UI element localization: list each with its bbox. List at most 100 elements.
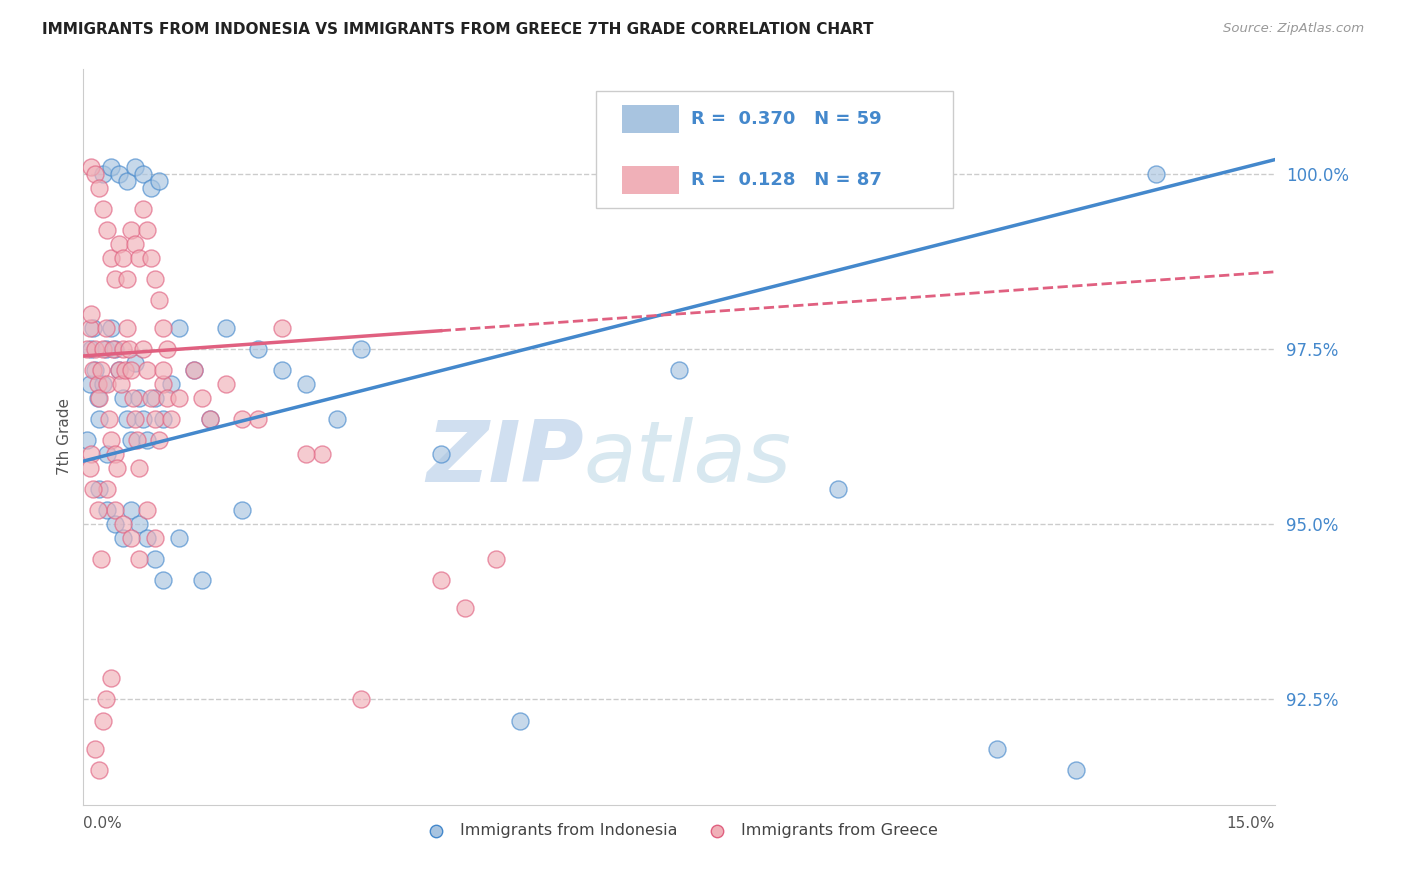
Point bbox=[509, 714, 531, 728]
Point bbox=[96, 503, 118, 517]
Point bbox=[128, 552, 150, 566]
Point bbox=[80, 447, 103, 461]
Legend: Immigrants from Indonesia, Immigrants from Greece: Immigrants from Indonesia, Immigrants fr… bbox=[413, 817, 945, 845]
Point bbox=[132, 342, 155, 356]
Point bbox=[82, 482, 104, 496]
Text: Source: ZipAtlas.com: Source: ZipAtlas.com bbox=[1223, 22, 1364, 36]
Point bbox=[84, 741, 107, 756]
Point bbox=[76, 433, 98, 447]
Point bbox=[91, 167, 114, 181]
Point bbox=[100, 160, 122, 174]
Bar bbox=[621, 105, 679, 133]
Point bbox=[1064, 763, 1087, 777]
Point bbox=[89, 412, 111, 426]
Point bbox=[1144, 167, 1167, 181]
Point bbox=[84, 167, 107, 181]
Point bbox=[152, 412, 174, 426]
Point bbox=[128, 517, 150, 532]
Text: 15.0%: 15.0% bbox=[1226, 816, 1275, 830]
Point bbox=[152, 574, 174, 588]
Point bbox=[156, 342, 179, 356]
Point bbox=[111, 251, 134, 265]
Point bbox=[183, 363, 205, 377]
Point bbox=[128, 391, 150, 405]
Point bbox=[104, 272, 127, 286]
Point bbox=[82, 321, 104, 335]
Point bbox=[91, 377, 114, 392]
Point bbox=[111, 531, 134, 545]
Point bbox=[350, 692, 373, 706]
Point bbox=[294, 377, 316, 392]
Point bbox=[148, 174, 170, 188]
Point bbox=[143, 552, 166, 566]
Point bbox=[100, 321, 122, 335]
Point bbox=[82, 363, 104, 377]
Bar bbox=[621, 166, 679, 194]
Point bbox=[76, 342, 98, 356]
Point bbox=[143, 272, 166, 286]
Point bbox=[90, 552, 112, 566]
Point bbox=[96, 447, 118, 461]
Point bbox=[108, 167, 131, 181]
Point bbox=[100, 251, 122, 265]
Point bbox=[135, 531, 157, 545]
Point bbox=[311, 447, 333, 461]
Point bbox=[79, 321, 101, 335]
Point bbox=[86, 377, 108, 392]
Point bbox=[120, 503, 142, 517]
Point bbox=[84, 342, 107, 356]
Point bbox=[97, 412, 120, 426]
Point bbox=[96, 482, 118, 496]
Point bbox=[139, 180, 162, 194]
Text: R =  0.370   N = 59: R = 0.370 N = 59 bbox=[690, 111, 882, 128]
Point bbox=[127, 433, 149, 447]
Point bbox=[103, 342, 125, 356]
Point bbox=[152, 377, 174, 392]
Point bbox=[115, 174, 138, 188]
Point bbox=[89, 180, 111, 194]
Point bbox=[120, 363, 142, 377]
Text: IMMIGRANTS FROM INDONESIA VS IMMIGRANTS FROM GREECE 7TH GRADE CORRELATION CHART: IMMIGRANTS FROM INDONESIA VS IMMIGRANTS … bbox=[42, 22, 873, 37]
Point bbox=[96, 223, 118, 237]
Point bbox=[111, 342, 134, 356]
Point bbox=[100, 672, 122, 686]
Point bbox=[135, 433, 157, 447]
Point bbox=[139, 251, 162, 265]
Point bbox=[156, 391, 179, 405]
Point bbox=[105, 461, 128, 475]
Point bbox=[121, 391, 143, 405]
Point bbox=[114, 363, 136, 377]
Point bbox=[94, 321, 117, 335]
Point bbox=[108, 363, 131, 377]
Point bbox=[200, 412, 222, 426]
Point bbox=[124, 356, 146, 370]
Text: 0.0%: 0.0% bbox=[83, 816, 122, 830]
Point bbox=[79, 461, 101, 475]
Point bbox=[326, 412, 349, 426]
Point bbox=[350, 342, 373, 356]
Point bbox=[80, 342, 103, 356]
Point bbox=[120, 223, 142, 237]
Point bbox=[247, 412, 270, 426]
Point bbox=[132, 167, 155, 181]
Point bbox=[270, 321, 292, 335]
Point bbox=[115, 272, 138, 286]
Point bbox=[135, 223, 157, 237]
Point bbox=[111, 517, 134, 532]
Point bbox=[159, 412, 181, 426]
Point bbox=[128, 461, 150, 475]
Point bbox=[167, 321, 190, 335]
Point bbox=[191, 391, 214, 405]
Point bbox=[270, 363, 292, 377]
Point bbox=[94, 692, 117, 706]
Point bbox=[231, 412, 253, 426]
Point bbox=[104, 342, 127, 356]
Point bbox=[96, 377, 118, 392]
Y-axis label: 7th Grade: 7th Grade bbox=[58, 398, 72, 475]
Point bbox=[827, 482, 849, 496]
Point bbox=[453, 601, 475, 615]
Point bbox=[89, 391, 111, 405]
Point bbox=[104, 447, 127, 461]
Point bbox=[108, 236, 131, 251]
Point bbox=[167, 391, 190, 405]
